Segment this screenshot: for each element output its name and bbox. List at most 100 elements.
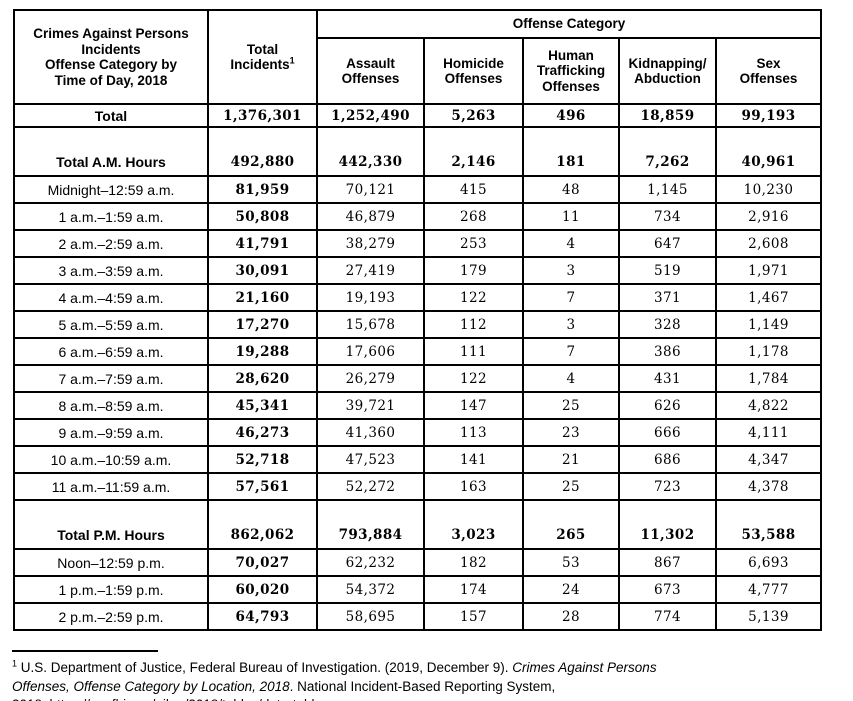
table-row: Midnight–12:59 a.m. 81,959 70,121 415 48… (13, 175, 822, 204)
human-trafficking-offenses-cell: 181 (522, 126, 620, 177)
homicide-offenses-cell: 2,146 (423, 126, 524, 177)
human-trafficking-offenses-cell: 7 (522, 337, 620, 366)
sex-offenses-cell: 5,139 (715, 602, 822, 631)
homicide-offenses-cell: 122 (423, 283, 524, 312)
sex-offenses-cell: 4,777 (715, 575, 822, 604)
kidnapping-abduction-cell: 673 (618, 575, 717, 604)
kidnapping-abduction-cell: 723 (618, 472, 717, 501)
time-of-day-cell: 1 a.m.–1:59 a.m. (13, 202, 209, 231)
footnote-marker: 1 (289, 55, 295, 66)
table-row: 2 p.m.–2:59 p.m. 64,793 58,695 157 28 77… (13, 602, 822, 631)
human-trafficking-offenses-cell: 3 (522, 310, 620, 339)
table-row: 1 a.m.–1:59 a.m. 50,808 46,879 268 11 73… (13, 202, 822, 231)
sex-offenses-cell: 1,467 (715, 283, 822, 312)
table-title-cell: Crimes Against Persons Incidents Offense… (13, 9, 209, 105)
total-incidents-column-header: Total Incidents1 (207, 9, 318, 105)
total-incidents-cell: 50,808 (207, 202, 318, 231)
sex-offenses-cell: 4,378 (715, 472, 822, 501)
sex-offenses-cell: 53,588 (715, 499, 822, 550)
assault-offenses-cell: 58,695 (316, 602, 425, 631)
assault-offenses-cell: 442,330 (316, 126, 425, 177)
homicide-offenses-cell: 3,023 (423, 499, 524, 550)
sex-offenses-cell: 99,193 (715, 103, 822, 128)
homicide-offenses-cell: 122 (423, 364, 524, 393)
time-of-day-cell: Total A.M. Hours (13, 126, 209, 177)
sex-offenses-cell: 6,693 (715, 548, 822, 577)
homicide-offenses-cell: 147 (423, 391, 524, 420)
total-incidents-cell: 64,793 (207, 602, 318, 631)
footnote-citation-start: U.S. Department of Justice, Federal Bure… (17, 660, 513, 675)
kidnapping-abduction-cell: 686 (618, 445, 717, 474)
assault-offenses-cell: 793,884 (316, 499, 425, 550)
footnote-citation-middle: . National Incident-Based Reporting Syst… (289, 678, 556, 694)
total-incidents-cell: 19,288 (207, 337, 318, 366)
total-incidents-cell: 492,880 (207, 126, 318, 177)
table-row: 3 a.m.–3:59 a.m. 30,091 27,419 179 3 519… (13, 256, 822, 285)
table-row: 8 a.m.–8:59 a.m. 45,341 39,721 147 25 62… (13, 391, 822, 420)
table-row: Total A.M. Hours 492,880 442,330 2,146 1… (13, 126, 822, 177)
footnote-separator (12, 650, 158, 652)
total-incidents-cell: 60,020 (207, 575, 318, 604)
assault-offenses-cell: 26,279 (316, 364, 425, 393)
homicide-offenses-cell: 179 (423, 256, 524, 285)
human-trafficking-offenses-cell: 265 (522, 499, 620, 550)
footnote-number: 1 (12, 658, 18, 669)
assault-offenses-cell: 27,419 (316, 256, 425, 285)
human-trafficking-offenses-cell: 4 (522, 229, 620, 258)
sex-offenses-cell: 2,608 (715, 229, 822, 258)
sex-offenses-cell: 4,347 (715, 445, 822, 474)
time-of-day-cell: Midnight–12:59 a.m. (13, 175, 209, 204)
human-trafficking-offenses-cell: 7 (522, 283, 620, 312)
assault-offenses-cell: 15,678 (316, 310, 425, 339)
sex-offenses-cell: 40,961 (715, 126, 822, 177)
time-of-day-cell: 4 a.m.–4:59 a.m. (13, 283, 209, 312)
assault-offenses-cell: 54,372 (316, 575, 425, 604)
footnote-title-line1: Crimes Against Persons (512, 660, 657, 675)
footnote-citation-url-line: 2018. https://ucr.fbi.gov/nibrs/2018/tab… (12, 697, 332, 701)
assault-offenses-column-header: Assault Offenses (316, 37, 425, 105)
assault-offenses-cell: 47,523 (316, 445, 425, 474)
footnote-title-line2: Offenses, Offense Category by Location, … (12, 678, 290, 694)
sex-offenses-cell: 1,971 (715, 256, 822, 285)
total-incidents-cell: 57,561 (207, 472, 318, 501)
human-trafficking-offenses-cell: 4 (522, 364, 620, 393)
table-row: 6 a.m.–6:59 a.m. 19,288 17,606 111 7 386… (13, 337, 822, 366)
kidnapping-abduction-cell: 371 (618, 283, 717, 312)
human-trafficking-offenses-cell: 53 (522, 548, 620, 577)
homicide-offenses-cell: 182 (423, 548, 524, 577)
sex-offenses-column-header: Sex Offenses (715, 37, 822, 105)
assault-offenses-cell: 19,193 (316, 283, 425, 312)
total-incidents-cell: 1,376,301 (207, 103, 318, 128)
homicide-offenses-column-header: Homicide Offenses (423, 37, 524, 105)
kidnapping-abduction-cell: 774 (618, 602, 717, 631)
sex-offenses-cell: 2,916 (715, 202, 822, 231)
assault-offenses-cell: 39,721 (316, 391, 425, 420)
kidnapping-abduction-cell: 431 (618, 364, 717, 393)
sex-offenses-cell: 4,822 (715, 391, 822, 420)
total-incidents-cell: 17,270 (207, 310, 318, 339)
kidnapping-abduction-cell: 626 (618, 391, 717, 420)
total-incidents-cell: 28,620 (207, 364, 318, 393)
table-row: 11 a.m.–11:59 a.m. 57,561 52,272 163 25 … (13, 472, 822, 501)
homicide-offenses-cell: 163 (423, 472, 524, 501)
homicide-offenses-cell: 112 (423, 310, 524, 339)
assault-offenses-cell: 62,232 (316, 548, 425, 577)
kidnapping-abduction-cell: 7,262 (618, 126, 717, 177)
total-incidents-cell: 21,160 (207, 283, 318, 312)
table-row: 10 a.m.–10:59 a.m. 52,718 47,523 141 21 … (13, 445, 822, 474)
kidnapping-abduction-cell: 386 (618, 337, 717, 366)
homicide-offenses-cell: 113 (423, 418, 524, 447)
time-of-day-cell: 6 a.m.–6:59 a.m. (13, 337, 209, 366)
time-of-day-cell: Noon–12:59 p.m. (13, 548, 209, 577)
total-incidents-label: Total Incidents (230, 41, 290, 73)
human-trafficking-offenses-cell: 21 (522, 445, 620, 474)
total-incidents-cell: 862,062 (207, 499, 318, 550)
table-row: Total 1,376,301 1,252,490 5,263 496 18,8… (13, 103, 822, 128)
human-trafficking-offenses-cell: 28 (522, 602, 620, 631)
total-incidents-cell: 52,718 (207, 445, 318, 474)
homicide-offenses-cell: 253 (423, 229, 524, 258)
homicide-offenses-cell: 268 (423, 202, 524, 231)
table-row: Total P.M. Hours 862,062 793,884 3,023 2… (13, 499, 822, 550)
homicide-offenses-cell: 157 (423, 602, 524, 631)
kidnapping-abduction-cell: 11,302 (618, 499, 717, 550)
